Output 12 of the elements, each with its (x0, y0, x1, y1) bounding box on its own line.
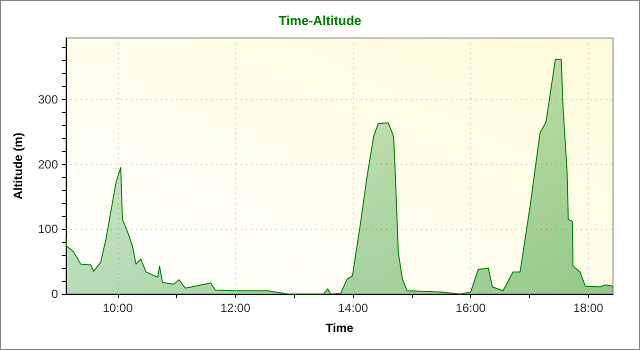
x-tick-label: 14:00 (338, 301, 368, 315)
x-axis-title: Time (326, 321, 354, 335)
y-tick-label: 200 (38, 157, 58, 172)
x-tick-label: 12:00 (220, 301, 251, 315)
y-tick-label: 300 (38, 92, 58, 107)
x-tick-label: 18:00 (573, 301, 604, 315)
y-tick-label: 0 (51, 287, 58, 301)
chart-title: Time-Altitude (278, 13, 362, 28)
y-axis-title: Altitude (m) (11, 132, 25, 200)
x-tick-label: 16:00 (456, 301, 486, 315)
y-tick-label: 100 (38, 222, 58, 236)
x-tick-label: 10:00 (102, 301, 134, 315)
